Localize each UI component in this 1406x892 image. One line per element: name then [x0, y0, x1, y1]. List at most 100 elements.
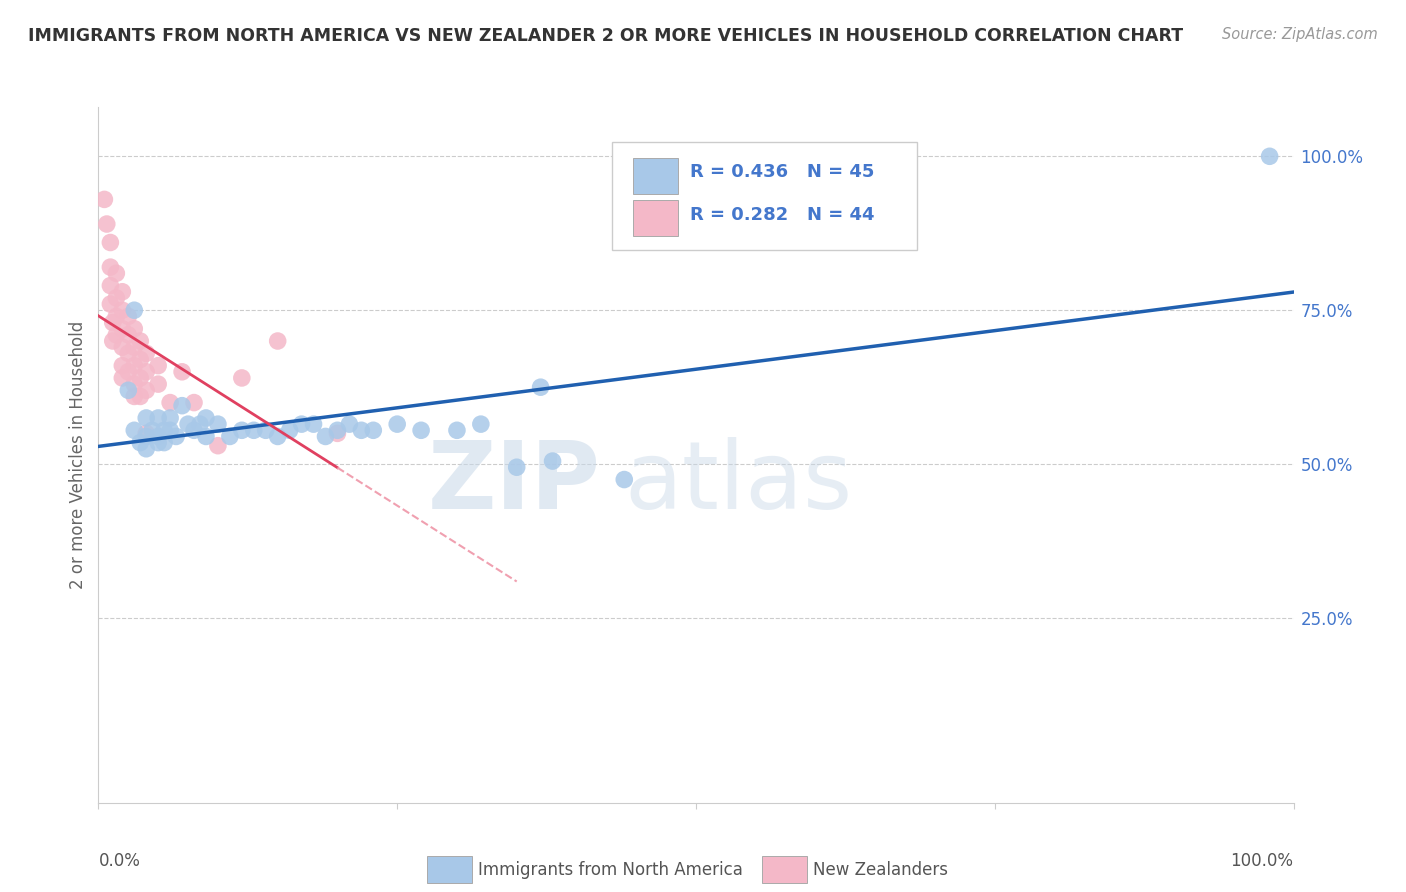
Point	[117, 346, 139, 360]
Point	[339, 417, 360, 431]
Point	[105, 310, 128, 324]
Point	[148, 377, 170, 392]
Point	[117, 310, 139, 324]
Point	[117, 365, 139, 379]
Point	[172, 365, 194, 379]
Text: New Zealanders: New Zealanders	[813, 861, 948, 879]
Point	[541, 454, 564, 468]
Point	[219, 429, 242, 443]
Point	[153, 435, 176, 450]
Point	[111, 285, 134, 299]
Point	[231, 371, 253, 385]
Point	[159, 423, 181, 437]
Text: Source: ZipAtlas.com: Source: ZipAtlas.com	[1222, 27, 1378, 42]
Point	[148, 435, 170, 450]
Point	[135, 365, 157, 379]
Point	[98, 297, 122, 311]
Point	[141, 423, 163, 437]
Point	[105, 327, 128, 342]
Point	[267, 429, 290, 443]
Point	[326, 423, 349, 437]
Text: atlas: atlas	[624, 437, 852, 529]
Point	[111, 303, 134, 318]
Point	[153, 423, 176, 437]
Point	[1258, 149, 1281, 163]
Point	[135, 346, 157, 360]
Point	[101, 316, 124, 330]
Text: 100.0%: 100.0%	[1230, 852, 1294, 870]
Point	[111, 321, 134, 335]
Point	[529, 380, 551, 394]
Point	[326, 426, 349, 441]
Point	[93, 193, 115, 207]
Point	[315, 429, 337, 443]
Point	[129, 371, 152, 385]
Point	[96, 217, 118, 231]
Point	[135, 429, 157, 443]
Point	[254, 423, 277, 437]
Point	[124, 423, 146, 437]
Point	[177, 417, 200, 431]
Point	[148, 411, 170, 425]
Text: ZIP: ZIP	[427, 437, 600, 529]
Point	[135, 442, 157, 456]
Point	[111, 340, 134, 354]
Point	[148, 359, 170, 373]
Point	[194, 411, 218, 425]
Point	[350, 423, 373, 437]
Point	[135, 384, 157, 398]
Point	[411, 423, 433, 437]
Point	[129, 435, 152, 450]
Point	[207, 439, 229, 453]
Bar	[762, 856, 807, 883]
Point	[278, 423, 301, 437]
Point	[613, 473, 636, 487]
Point	[129, 352, 152, 367]
Point	[124, 389, 146, 403]
Text: Immigrants from North America: Immigrants from North America	[478, 861, 744, 879]
Point	[105, 291, 128, 305]
Point	[446, 423, 468, 437]
Bar	[633, 200, 678, 235]
Point	[183, 395, 205, 409]
Point	[98, 235, 122, 250]
Point	[124, 377, 146, 392]
Text: R = 0.282   N = 44: R = 0.282 N = 44	[690, 206, 875, 224]
Point	[194, 429, 218, 443]
Point	[506, 460, 529, 475]
Point	[117, 384, 139, 398]
Point	[385, 417, 409, 431]
Point	[124, 303, 146, 318]
Point	[207, 417, 229, 431]
Point	[165, 429, 187, 443]
Point	[470, 417, 492, 431]
Point	[172, 399, 194, 413]
FancyBboxPatch shape	[613, 142, 917, 250]
Point	[105, 266, 128, 280]
Point	[291, 417, 314, 431]
Point	[129, 389, 152, 403]
Point	[98, 278, 122, 293]
Point	[159, 411, 181, 425]
Bar	[427, 856, 472, 883]
Point	[129, 334, 152, 348]
Point	[231, 423, 253, 437]
Point	[124, 340, 146, 354]
Point	[111, 371, 134, 385]
Point	[98, 260, 122, 274]
Point	[302, 417, 325, 431]
Point	[188, 417, 211, 431]
Text: IMMIGRANTS FROM NORTH AMERICA VS NEW ZEALANDER 2 OR MORE VEHICLES IN HOUSEHOLD C: IMMIGRANTS FROM NORTH AMERICA VS NEW ZEA…	[28, 27, 1184, 45]
Point	[124, 321, 146, 335]
Text: R = 0.436   N = 45: R = 0.436 N = 45	[690, 162, 875, 180]
Point	[363, 423, 385, 437]
Text: 0.0%: 0.0%	[98, 852, 141, 870]
Point	[159, 395, 181, 409]
Point	[117, 327, 139, 342]
Point	[135, 411, 157, 425]
Point	[111, 359, 134, 373]
Point	[135, 426, 157, 441]
Bar	[633, 158, 678, 194]
Point	[148, 429, 170, 443]
Point	[243, 423, 266, 437]
